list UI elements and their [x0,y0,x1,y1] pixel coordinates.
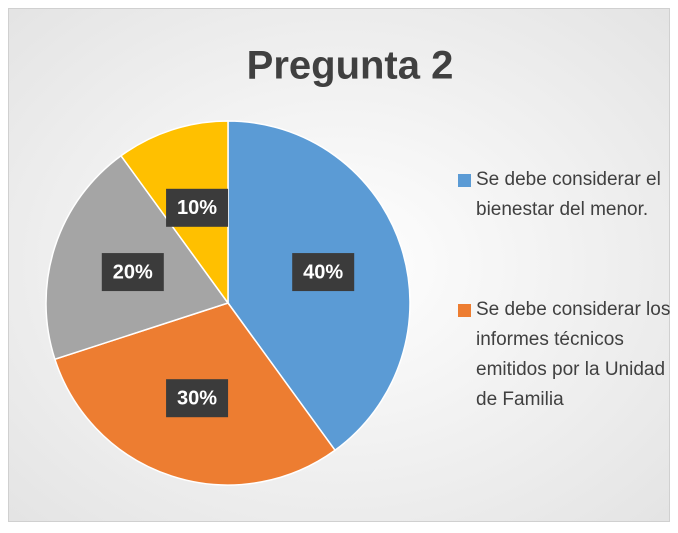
data-label: 10% [177,197,217,219]
legend-swatch [458,304,471,317]
legend-label: Se debe considerar los informes técnicos… [476,299,671,410]
chart-title: Pregunta 2 [247,44,454,88]
data-label: 30% [177,387,217,409]
legend-label: Se debe considerar el bienestar del meno… [476,169,661,220]
data-label: 20% [113,261,153,283]
legend-swatch [458,174,471,187]
data-label-box [101,253,164,292]
data-label-box [292,253,355,292]
data-label-box [166,188,229,227]
data-label: 40% [303,261,343,283]
data-label-box [166,379,229,418]
